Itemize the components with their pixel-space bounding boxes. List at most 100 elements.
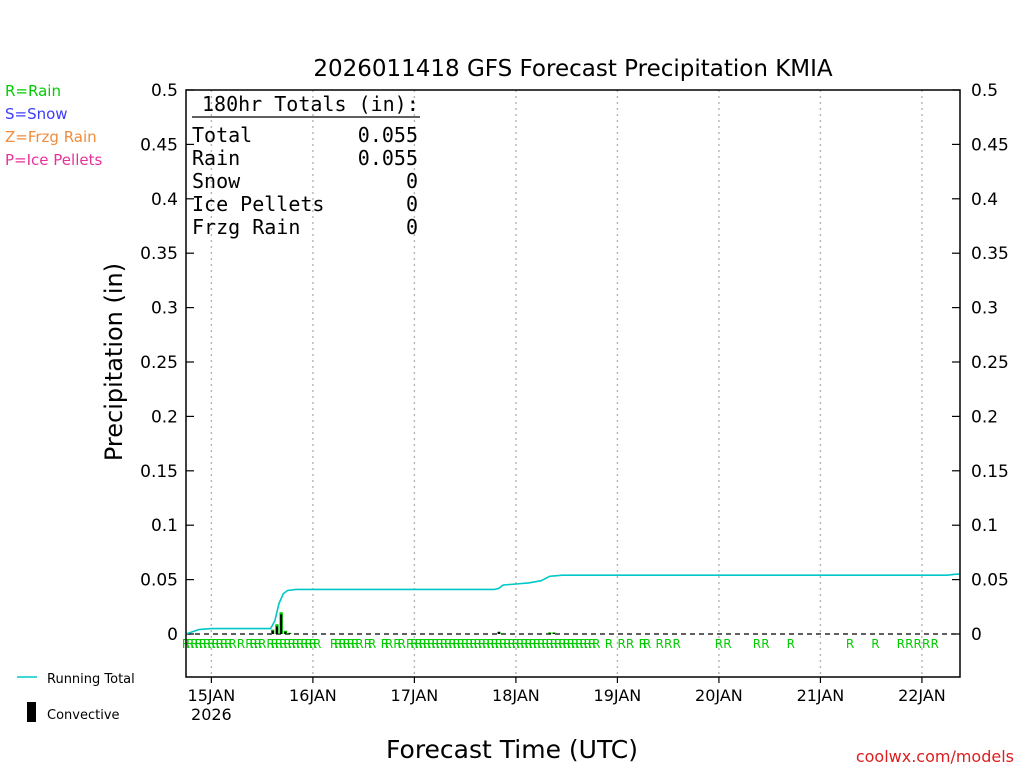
- y-tick-label-right: 0.4: [971, 190, 998, 210]
- ptype-rain-marker: R: [393, 637, 401, 651]
- ptype-rain-marker: R: [546, 637, 554, 651]
- ptype-rain-marker: R: [529, 637, 537, 651]
- ptype-rain-marker: R: [495, 637, 503, 651]
- totals-row-label: Frzg Rain: [192, 215, 300, 239]
- ptype-rain-marker: R: [554, 637, 562, 651]
- ptype-rain-marker: R: [368, 637, 376, 651]
- ptype-rain-marker: R: [715, 637, 723, 651]
- ptype-rain-marker: R: [516, 637, 524, 651]
- ptype-rain-marker: R: [562, 637, 570, 651]
- ptype-rain-marker: R: [410, 637, 418, 651]
- ptype-rain-marker: R: [300, 637, 308, 651]
- ptype-rain-marker: R: [271, 637, 279, 651]
- ptype-rain-marker: R: [334, 637, 342, 651]
- x-tick-label: 19JAN: [594, 686, 642, 705]
- y-tick-label-left: 0: [167, 625, 178, 645]
- ptype-rain-marker: R: [520, 637, 528, 651]
- y-tick-label-left: 0.3: [151, 299, 178, 319]
- ptype-rain-marker: R: [617, 637, 625, 651]
- y-tick-label-left: 0.5: [151, 81, 178, 101]
- ptype-rain-marker: R: [296, 637, 304, 651]
- ptype-rain-marker: R: [406, 637, 414, 651]
- ptype-rain-marker: R: [279, 637, 287, 651]
- ptype-rain-marker: R: [461, 637, 469, 651]
- ptype-legend-entry: S=Snow: [5, 105, 68, 123]
- ptype-rain-marker: R: [351, 637, 359, 651]
- convective-bar: [271, 630, 274, 634]
- ptype-rain-marker: R: [478, 637, 486, 651]
- ptype-rain-marker: R: [558, 637, 566, 651]
- ptype-rain-marker: R: [343, 637, 351, 651]
- ptype-rain-marker: R: [453, 637, 461, 651]
- ptype-rain-marker: R: [220, 637, 228, 651]
- y-tick-label-left: 0.35: [140, 244, 178, 264]
- y-tick-label-left: 0.4: [151, 190, 178, 210]
- gridlines: [186, 90, 960, 677]
- running-total-legend-label: Running Total: [47, 672, 135, 687]
- ptype-rain-marker: R: [930, 637, 938, 651]
- convective-bar: [280, 614, 283, 634]
- x-tick-label: 15JAN: [188, 686, 236, 705]
- ptype-rain-marker: R: [567, 637, 575, 651]
- ptype-rain-marker: R: [190, 637, 198, 651]
- ptype-rain-marker: R: [643, 637, 651, 651]
- bottom-legend: Running Total Convective: [17, 672, 135, 723]
- totals-row-value: 0.055: [358, 146, 418, 170]
- ptype-rain-marker: R: [364, 637, 372, 651]
- x-tick-label: 17JAN: [391, 686, 439, 705]
- y-tick-label-right: 0: [971, 625, 982, 645]
- ptype-rain-marker: R: [245, 637, 253, 651]
- y-tick-label-left: 0.45: [140, 135, 178, 155]
- ptype-rain-marker: R: [533, 637, 541, 651]
- ptype-rain-marker: R: [571, 637, 579, 651]
- ptype-rain-marker: R: [656, 637, 664, 651]
- ptype-rain-marker: R: [592, 637, 600, 651]
- ptype-rain-marker: R: [199, 637, 207, 651]
- x-axis-label: Forecast Time (UTC): [386, 735, 638, 764]
- ptype-rain-marker: R: [664, 637, 672, 651]
- y-tick-label-right: 0.25: [971, 353, 1009, 373]
- convective-bar: [275, 626, 278, 634]
- totals-row-value: 0: [406, 215, 418, 239]
- ptype-rain-marker: R: [250, 637, 258, 651]
- ptype-rain-marker: R: [672, 637, 680, 651]
- convective-bar: [288, 632, 291, 634]
- totals-row-value: 0: [406, 169, 418, 193]
- ptype-rain-marker: R: [605, 637, 613, 651]
- totals-row-label: Rain: [192, 146, 240, 170]
- ptype-rain-marker: R: [871, 637, 879, 651]
- y-tick-label-right: 0.05: [971, 571, 1009, 591]
- ptype-rain-marker: R: [237, 637, 245, 651]
- ptype-legend-entry: R=Rain: [5, 82, 61, 100]
- ptype-rain-marker: R: [579, 637, 587, 651]
- ptype-rain-marker: R: [292, 637, 300, 651]
- ptype-rain-marker: R: [524, 637, 532, 651]
- ptype-legend-entry: P=Ice Pellets: [5, 151, 102, 169]
- y-tick-label-right: 0.1: [971, 516, 998, 536]
- ptype-rain-marker: R: [224, 637, 232, 651]
- ptype-rain-marker: R: [355, 637, 363, 651]
- y-tick-label-left: 0.1: [151, 516, 178, 536]
- y-tick-label-right: 0.35: [971, 244, 1009, 264]
- ptype-rain-marker: R: [431, 637, 439, 651]
- convective-bar: [552, 632, 555, 634]
- ptype-rain-marker: R: [283, 637, 291, 651]
- ptype-rain-marker: R: [486, 637, 494, 651]
- ptype-rain-marker: R: [897, 637, 905, 651]
- ptype-rain-marker: R: [626, 637, 634, 651]
- ptype-rain-marker: R: [922, 637, 930, 651]
- ptype-rain-marker: R: [398, 637, 406, 651]
- convective-bar: [497, 631, 500, 634]
- ptype-rain-marker: R: [330, 637, 338, 651]
- ptype-rain-marker: R: [584, 637, 592, 651]
- ptype-rain-marker: R: [228, 637, 236, 651]
- convective-legend-label: Convective: [47, 708, 120, 723]
- x-tick-label: 22JAN: [898, 686, 946, 705]
- ptype-rain-marker: R: [905, 637, 913, 651]
- ptype-rain-marker: R: [723, 637, 731, 651]
- y-tick-label-left: 0.25: [140, 353, 178, 373]
- ptype-rain-marker: R: [753, 637, 761, 651]
- running-total-line: [185, 573, 960, 635]
